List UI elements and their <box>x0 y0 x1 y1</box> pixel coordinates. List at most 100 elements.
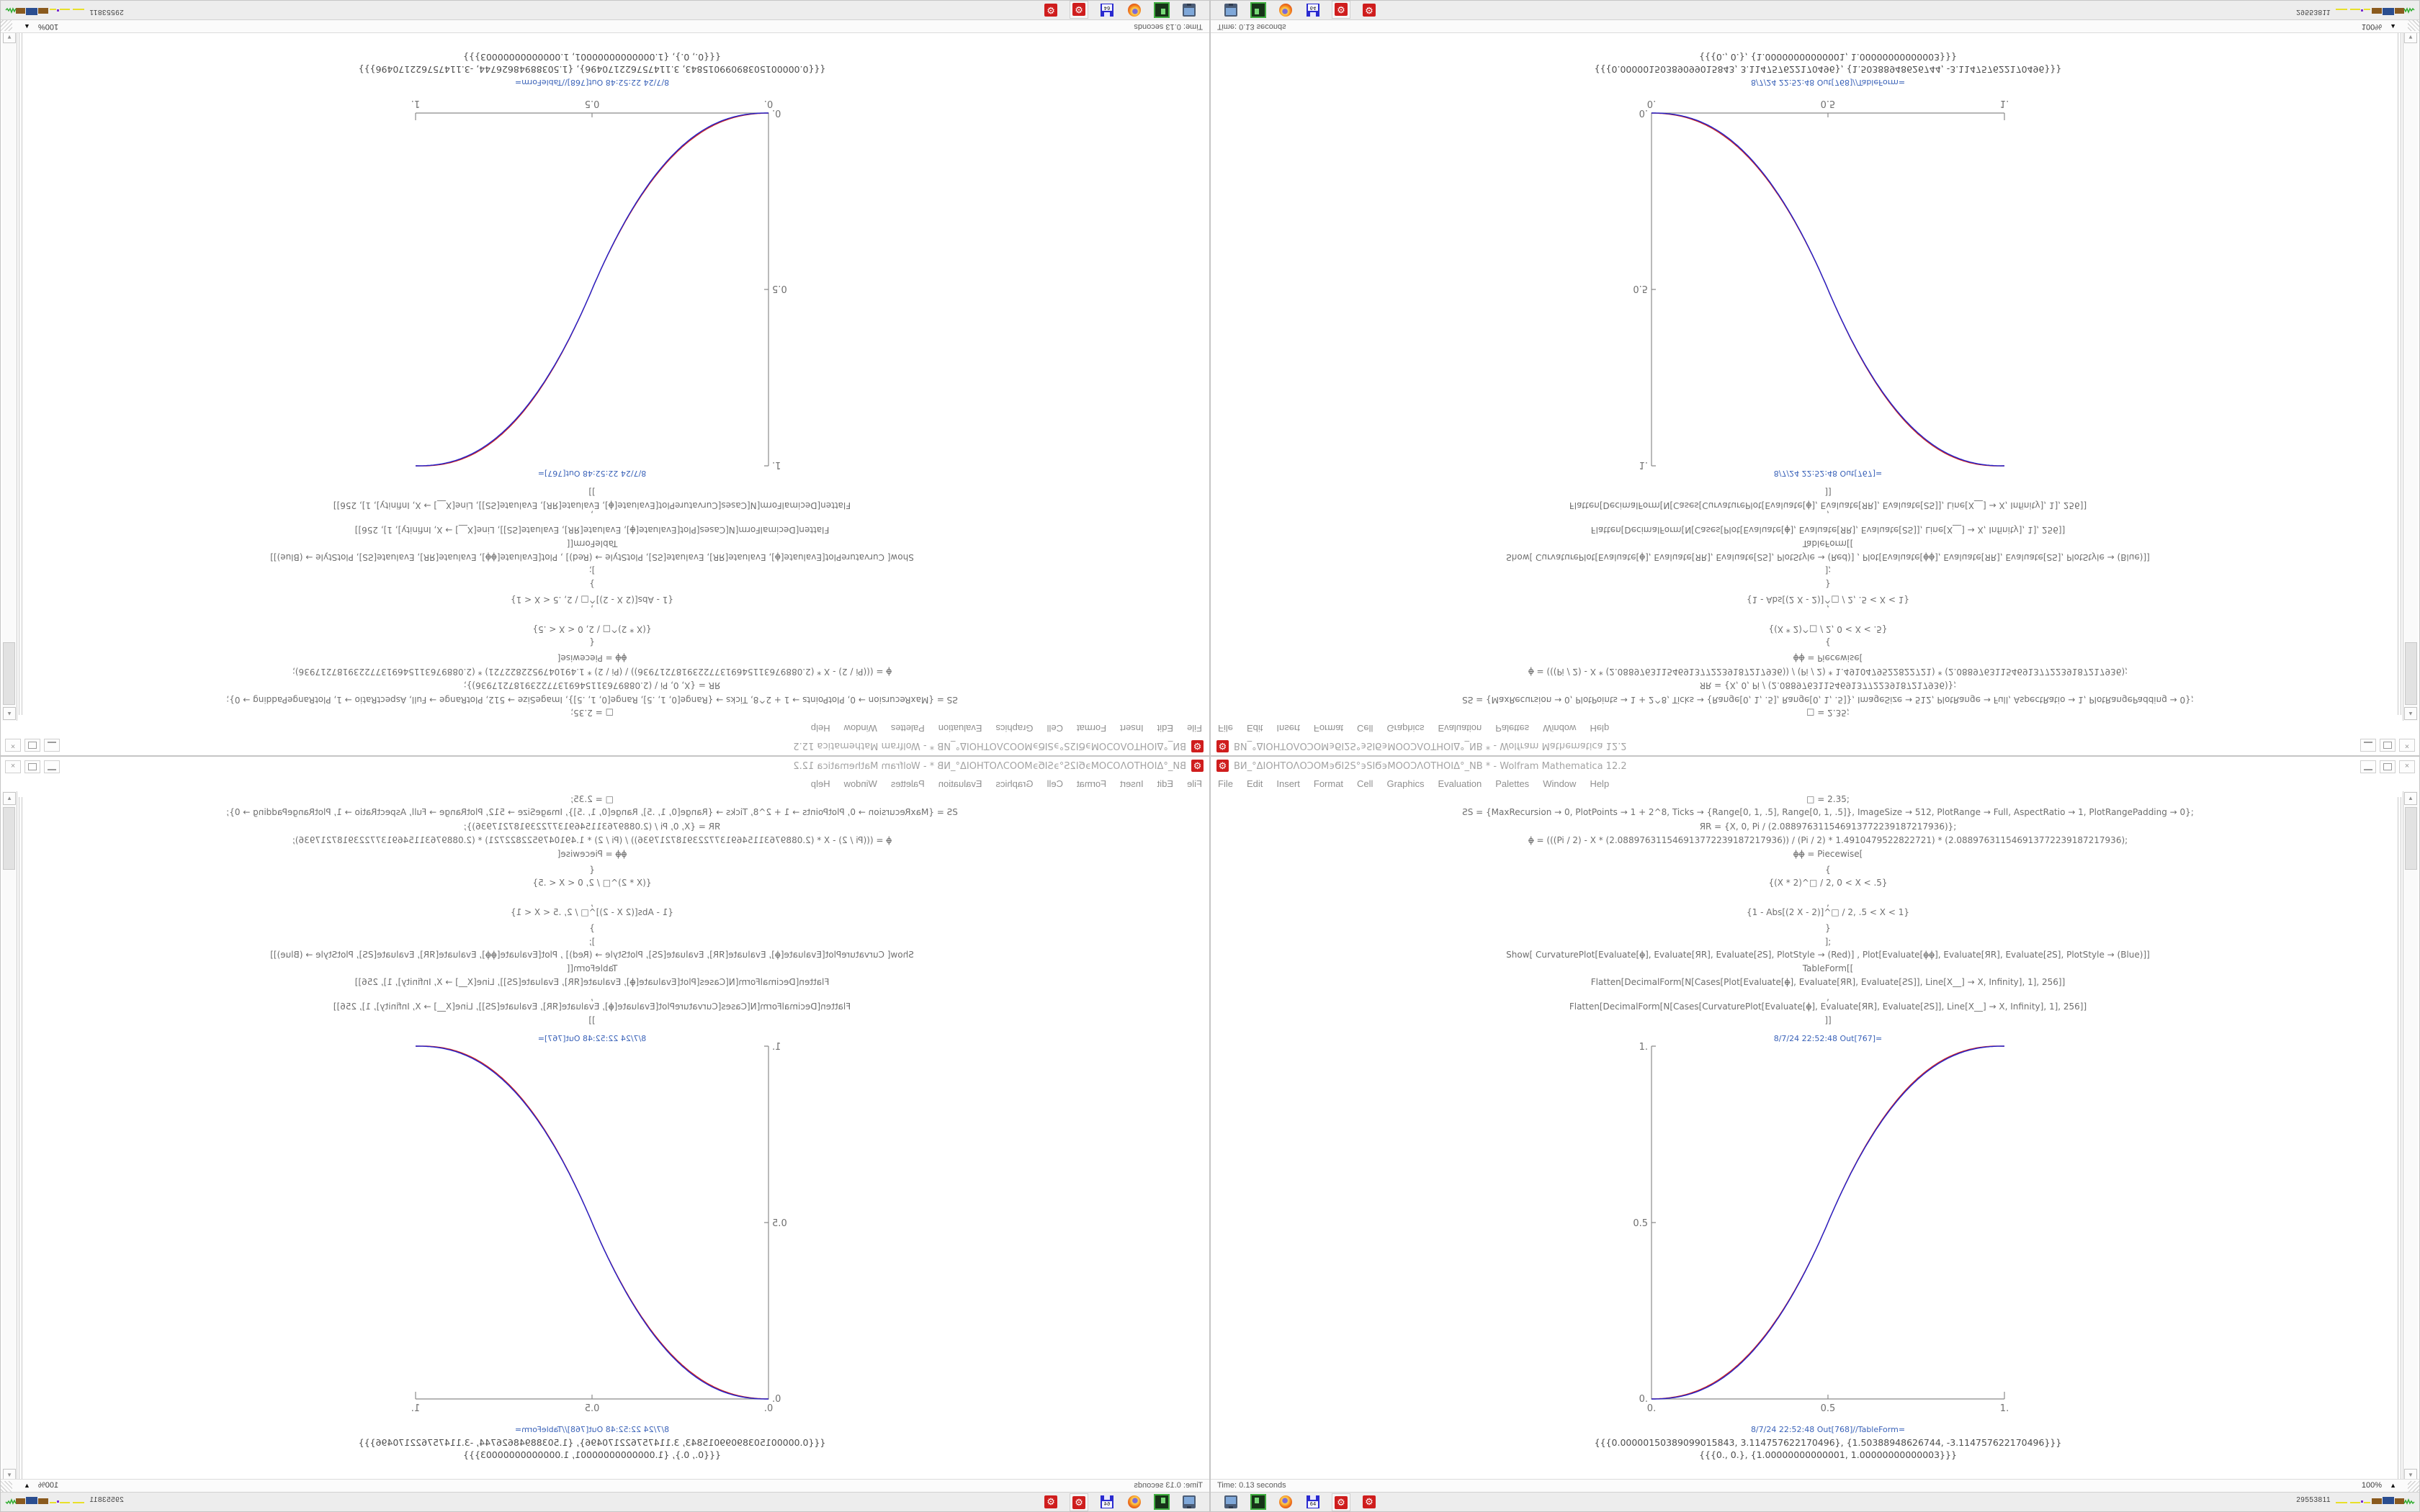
scroll-up-icon[interactable]: ▲ <box>3 792 16 805</box>
menu-item-cell[interactable]: Cell <box>1047 723 1063 734</box>
zoom-menu-arrow-icon[interactable]: ▲ <box>2390 23 2396 30</box>
maximize-button[interactable] <box>2380 760 2396 773</box>
monitor-taskbar-button[interactable] <box>1222 1493 1240 1510</box>
mathematica-taskbar-button[interactable]: ⚙ <box>1070 1493 1088 1511</box>
resize-grip[interactable] <box>2408 1481 2419 1493</box>
scroll-up-icon[interactable]: ▲ <box>2404 792 2417 805</box>
menu-item-window[interactable]: Window <box>1543 723 1577 734</box>
menu-item-window[interactable]: Window <box>1543 778 1577 789</box>
resize-grip[interactable] <box>1 1481 12 1493</box>
firefox-taskbar-button[interactable] <box>1126 1493 1143 1510</box>
menu-item-evaluation[interactable]: Evaluation <box>938 723 982 734</box>
minimize-button[interactable] <box>44 739 60 752</box>
firefox-taskbar-button[interactable] <box>1277 1493 1294 1510</box>
close-button[interactable]: × <box>2399 760 2415 773</box>
floppy-taskbar-button[interactable]: 64 <box>1098 1493 1116 1510</box>
floppy-taskbar-button[interactable]: 64 <box>1304 1493 1322 1510</box>
menu-item-format[interactable]: Format <box>1313 723 1344 734</box>
menu-item-graphics[interactable]: Graphics <box>995 778 1034 789</box>
menu-item-help[interactable]: Help <box>1590 723 1610 734</box>
drive-taskbar-button[interactable] <box>1153 2 1170 19</box>
vertical-scrollbar[interactable]: ▲ ▼ <box>2403 30 2418 721</box>
menu-item-cell[interactable]: Cell <box>1357 778 1373 789</box>
floppy-taskbar-button[interactable]: 64 <box>1098 2 1116 19</box>
menu-item-window[interactable]: Window <box>843 778 877 789</box>
scrollbar-thumb[interactable] <box>3 807 15 870</box>
menu-item-cell[interactable]: Cell <box>1357 723 1373 734</box>
mathematica-taskbar-button[interactable]: ⚙ <box>1361 2 1378 19</box>
menu-item-file[interactable]: File <box>1218 723 1233 734</box>
monitor-taskbar-button[interactable] <box>1180 1493 1198 1510</box>
menu-item-edit[interactable]: Edit <box>1246 723 1263 734</box>
mathematica-taskbar-button[interactable]: ⚙ <box>1361 1493 1378 1510</box>
menu-item-help[interactable]: Help <box>810 778 830 789</box>
floppy-taskbar-button[interactable]: 64 <box>1304 2 1322 19</box>
menu-item-evaluation[interactable]: Evaluation <box>1438 723 1482 734</box>
menu-item-palettes[interactable]: Palettes <box>890 778 925 789</box>
menu-item-cell[interactable]: Cell <box>1047 778 1063 789</box>
menu-item-palettes[interactable]: Palettes <box>1495 778 1530 789</box>
menu-item-edit[interactable]: Edit <box>1246 778 1263 789</box>
zoom-menu-arrow-icon[interactable]: ▲ <box>24 1482 30 1489</box>
resize-grip[interactable] <box>1 19 12 31</box>
menu-item-edit[interactable]: Edit <box>1157 723 1174 734</box>
vertical-scrollbar[interactable]: ▲ ▼ <box>2403 791 2418 1482</box>
zoom-level[interactable]: 100% <box>38 1481 59 1490</box>
vertical-scrollbar[interactable]: ▲ ▼ <box>2 30 17 721</box>
drive-taskbar-button[interactable] <box>1250 2 1267 19</box>
close-button[interactable]: × <box>5 760 21 773</box>
minimize-button[interactable] <box>44 760 60 773</box>
close-button[interactable]: × <box>2399 739 2415 752</box>
menu-item-file[interactable]: File <box>1187 778 1202 789</box>
maximize-button[interactable] <box>24 739 40 752</box>
maximize-button[interactable] <box>2380 739 2396 752</box>
menu-item-graphics[interactable]: Graphics <box>1386 778 1425 789</box>
mathematica-taskbar-button[interactable]: ⚙ <box>1070 1 1088 19</box>
drive-taskbar-button[interactable] <box>1250 1493 1267 1510</box>
menu-item-graphics[interactable]: Graphics <box>1386 723 1425 734</box>
close-button[interactable]: × <box>5 739 21 752</box>
mathematica-taskbar-button[interactable]: ⚙ <box>1042 1493 1059 1510</box>
zoom-level[interactable]: 100% <box>2361 22 2382 31</box>
minimize-button[interactable] <box>2360 760 2376 773</box>
maximize-button[interactable] <box>24 760 40 773</box>
menu-item-palettes[interactable]: Palettes <box>890 723 925 734</box>
menu-item-palettes[interactable]: Palettes <box>1495 723 1530 734</box>
mathematica-taskbar-button[interactable]: ⚙ <box>1042 2 1059 19</box>
menu-item-evaluation[interactable]: Evaluation <box>1438 778 1482 789</box>
zoom-level[interactable]: 100% <box>38 22 59 31</box>
menu-item-file[interactable]: File <box>1218 778 1233 789</box>
mathematica-taskbar-button[interactable]: ⚙ <box>1332 1 1350 19</box>
menu-item-window[interactable]: Window <box>843 723 877 734</box>
menu-item-graphics[interactable]: Graphics <box>995 723 1034 734</box>
menu-item-help[interactable]: Help <box>810 723 830 734</box>
mathematica-taskbar-button[interactable]: ⚙ <box>1332 1493 1350 1511</box>
monitor-taskbar-button[interactable] <box>1222 2 1240 19</box>
firefox-taskbar-button[interactable] <box>1126 2 1143 19</box>
menu-item-edit[interactable]: Edit <box>1157 778 1174 789</box>
scroll-up-icon[interactable]: ▲ <box>2404 707 2417 720</box>
zoom-level[interactable]: 100% <box>2361 1481 2382 1490</box>
minimize-button[interactable] <box>2360 739 2376 752</box>
scrollbar-thumb[interactable] <box>2405 807 2417 870</box>
menu-item-insert[interactable]: Insert <box>1276 778 1300 789</box>
menu-item-insert[interactable]: Insert <box>1120 723 1144 734</box>
menu-item-insert[interactable]: Insert <box>1276 723 1300 734</box>
monitor-taskbar-button[interactable] <box>1180 2 1198 19</box>
scrollbar-thumb[interactable] <box>2405 642 2417 705</box>
menu-item-format[interactable]: Format <box>1076 723 1107 734</box>
drive-taskbar-button[interactable] <box>1153 1493 1170 1510</box>
menu-item-help[interactable]: Help <box>1590 778 1610 789</box>
scrollbar-thumb[interactable] <box>3 642 15 705</box>
zoom-menu-arrow-icon[interactable]: ▲ <box>24 23 30 30</box>
menu-item-evaluation[interactable]: Evaluation <box>938 778 982 789</box>
menu-item-insert[interactable]: Insert <box>1120 778 1144 789</box>
resize-grip[interactable] <box>2408 19 2419 31</box>
zoom-menu-arrow-icon[interactable]: ▲ <box>2390 1482 2396 1489</box>
menu-item-format[interactable]: Format <box>1313 778 1344 789</box>
menu-item-file[interactable]: File <box>1187 723 1202 734</box>
vertical-scrollbar[interactable]: ▲ ▼ <box>2 791 17 1482</box>
scroll-up-icon[interactable]: ▲ <box>3 707 16 720</box>
menu-item-format[interactable]: Format <box>1076 778 1107 789</box>
firefox-taskbar-button[interactable] <box>1277 2 1294 19</box>
